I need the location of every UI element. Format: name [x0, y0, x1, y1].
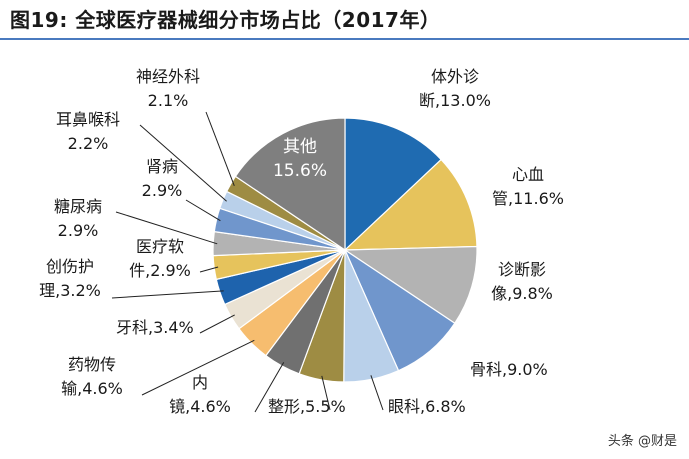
leader-line-14: [139, 124, 227, 202]
slice-label-7: 内镜,4.6%: [169, 373, 231, 416]
leader-line-7: [254, 362, 285, 413]
slice-label-13: 肾病 2.9%: [142, 157, 183, 200]
slice-label-15: 神经外科 2.1%: [136, 67, 200, 110]
slice-label-16: 其他 15.6%: [273, 137, 327, 181]
slice-label-1: 体外诊断,13.0%: [419, 67, 491, 110]
figure-title: 全球医疗器械细分市场占比（2017年）: [75, 8, 441, 32]
figure-number: 图19:: [10, 8, 68, 32]
watermark: 头条 @财是: [607, 434, 677, 449]
leader-line-11: [199, 266, 219, 273]
slice-label-11: 医疗软件,2.9%: [129, 237, 191, 280]
slice-label-14: 耳鼻喉科 2.2%: [56, 110, 120, 153]
slice-label-6: 整形,5.5%: [268, 397, 346, 416]
leader-line-6: [321, 375, 331, 411]
slice-label-3: 诊断影像,9.8%: [491, 260, 553, 303]
leader-line-13: [185, 199, 221, 222]
pie-slice-3: [343, 245, 478, 325]
slice-label-2: 心血管,11.6%: [492, 165, 564, 208]
title-divider: [0, 38, 689, 40]
chart-title: 图19: 全球医疗器械细分市场占比（2017年）: [10, 4, 440, 36]
pie-slice-1: [344, 117, 442, 252]
leader-line-15: [205, 111, 235, 186]
slice-label-10: 创伤护理,3.2%: [39, 257, 101, 300]
leader-line-9: [199, 314, 235, 334]
slice-label-12: 糖尿病 2.9%: [54, 197, 102, 240]
pie-slice-16: [234, 117, 346, 252]
slice-label-4: 骨科,9.0%: [470, 360, 548, 379]
leader-line-12: [115, 211, 218, 245]
slice-label-8: 药物传输,4.6%: [61, 355, 123, 398]
leader-line-8: [141, 339, 255, 396]
slice-label-9: 牙科,3.4%: [116, 318, 194, 337]
pie-slice-2: [343, 158, 478, 251]
leader-line-10: [111, 290, 224, 299]
slice-label-5: 眼科,6.8%: [388, 397, 466, 416]
leader-line-5: [370, 375, 384, 411]
